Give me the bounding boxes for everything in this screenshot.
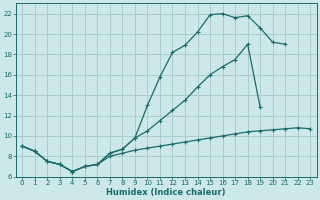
- X-axis label: Humidex (Indice chaleur): Humidex (Indice chaleur): [107, 188, 226, 197]
